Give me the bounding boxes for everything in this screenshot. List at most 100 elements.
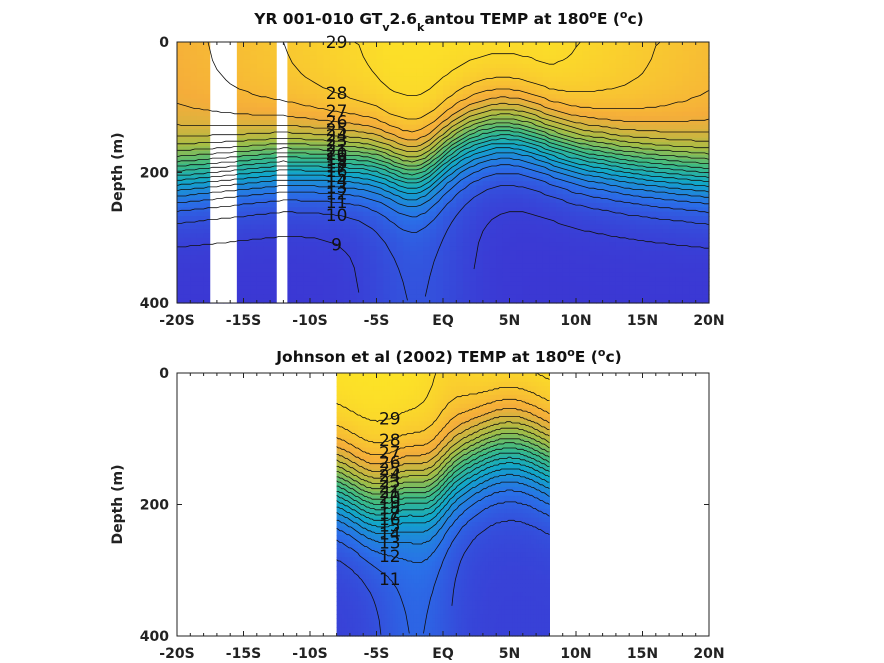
contour-label: 16 — [326, 162, 348, 182]
contour-label: 23 — [379, 473, 401, 493]
contour-label: 10 — [326, 206, 348, 226]
x-tick-label: -20S — [159, 646, 194, 662]
contour-label: 18 — [379, 499, 401, 519]
isotherm-14 — [336, 473, 550, 534]
y-tick-label: 200 — [140, 166, 169, 182]
isotherm-18 — [336, 452, 550, 511]
contour-label: 16 — [379, 510, 401, 530]
contour-label: 19 — [379, 494, 401, 514]
isotherm-28 — [336, 387, 550, 444]
x-tick-label: -20S — [159, 313, 194, 329]
chart-title: YR 001-010 GTv2.6kantou TEMP at 180oE (o… — [253, 8, 644, 34]
isotherm-24 — [336, 421, 550, 479]
x-tick-label: 5N — [499, 646, 520, 662]
x-tick-label: 15N — [627, 313, 658, 329]
x-tick-label: -5S — [364, 646, 390, 662]
contour-label: 12 — [379, 547, 401, 567]
contour-label: 28 — [379, 431, 401, 451]
contour-label: 9 — [331, 235, 342, 255]
contour-label: 22 — [326, 137, 348, 157]
contour-label: 15 — [379, 517, 401, 537]
isotherm-22 — [177, 118, 710, 163]
isotherm-26 — [176, 96, 710, 141]
isotherm-23 — [177, 113, 709, 158]
contour-label: 26 — [326, 113, 348, 133]
isotherm-17 — [177, 138, 710, 184]
contour-label: 22 — [379, 478, 401, 498]
isotherm-13 — [336, 481, 550, 545]
x-tick-label: EQ — [432, 646, 454, 662]
isotherm-20 — [336, 442, 550, 500]
contour-label: 14 — [326, 172, 348, 192]
isotherm-10 — [336, 519, 550, 635]
contour-label: 27 — [326, 102, 348, 122]
contour-label: 20 — [326, 145, 348, 165]
isotherm-20 — [176, 126, 709, 171]
isotherm-27 — [336, 398, 550, 455]
temperature-field — [336, 373, 550, 637]
y-tick-label: 0 — [159, 366, 169, 382]
contour-label: 17 — [326, 158, 348, 178]
contour-label: 23 — [326, 132, 348, 152]
y-tick-label: 400 — [140, 296, 169, 312]
isotherm-11 — [336, 501, 550, 634]
contour-label: 13 — [326, 178, 348, 198]
isotherm-26 — [336, 408, 550, 465]
isotherm-12 — [177, 164, 709, 218]
chart-title: Johnson et al (2002) TEMP at 180oE (oc) — [275, 346, 621, 367]
isotherm-15 — [336, 468, 550, 528]
isotherm-23 — [336, 427, 550, 484]
contour-label: 26 — [379, 453, 401, 473]
contour-label: 15 — [326, 167, 348, 187]
x-tick-label: 20N — [693, 646, 724, 662]
x-tick-label: 20N — [693, 313, 724, 329]
contour-label: 14 — [379, 524, 401, 544]
y-tick-label: 400 — [140, 629, 169, 645]
model-temperature-panel: YR 001-010 GTv2.6kantou TEMP at 180oE (o… — [110, 8, 725, 330]
isotherm-25 — [176, 102, 709, 147]
isotherm-15 — [176, 147, 710, 194]
isotherm-22 — [336, 433, 550, 490]
contour-label: 19 — [326, 150, 348, 170]
contour-label: 13 — [379, 534, 401, 554]
contour-label: 20 — [379, 488, 401, 508]
contour-label: 25 — [326, 120, 348, 140]
contour-label: 27 — [379, 444, 401, 464]
isotherm-25 — [336, 416, 550, 472]
isotherm-27 — [177, 41, 710, 133]
isotherm-14 — [176, 152, 710, 201]
x-tick-label: -15S — [226, 646, 261, 662]
x-tick-label: EQ — [432, 313, 454, 329]
contour-label: 29 — [379, 409, 401, 429]
isotherm-18 — [177, 134, 709, 180]
isotherm-17 — [336, 456, 550, 516]
x-tick-label: 10N — [560, 646, 591, 662]
isotherm-12 — [336, 489, 550, 563]
isotherm-9 — [177, 211, 709, 293]
contour-label: 21 — [326, 141, 348, 161]
x-tick-label: 10N — [560, 313, 591, 329]
y-tick-label: 0 — [159, 35, 169, 51]
x-tick-label: -5S — [364, 313, 390, 329]
isotherm-contours — [336, 372, 550, 635]
observed-temperature-panel: Johnson et al (2002) TEMP at 180oE (oc) 2… — [110, 346, 725, 663]
contour-label: 24 — [326, 126, 348, 146]
contour-label: 11 — [326, 193, 348, 213]
isotherm-10 — [177, 185, 710, 301]
y-axis-label: Depth (m) — [110, 132, 126, 212]
isotherm-16 — [336, 462, 550, 521]
isotherm-21 — [336, 438, 550, 495]
missing-data-gap — [276, 42, 288, 303]
contour-label: 21 — [379, 483, 401, 503]
isotherm-11 — [176, 173, 710, 233]
x-tick-label: 15N — [627, 646, 658, 662]
isotherm-13 — [177, 157, 709, 207]
isotherm-21 — [176, 122, 710, 167]
x-tick-label: -10S — [292, 313, 327, 329]
y-axis-label: Depth (m) — [110, 464, 126, 544]
contour-label: 28 — [326, 84, 348, 104]
y-tick-label: 200 — [140, 498, 169, 514]
isotherm-19 — [336, 447, 550, 505]
contour-label: 11 — [379, 570, 401, 590]
